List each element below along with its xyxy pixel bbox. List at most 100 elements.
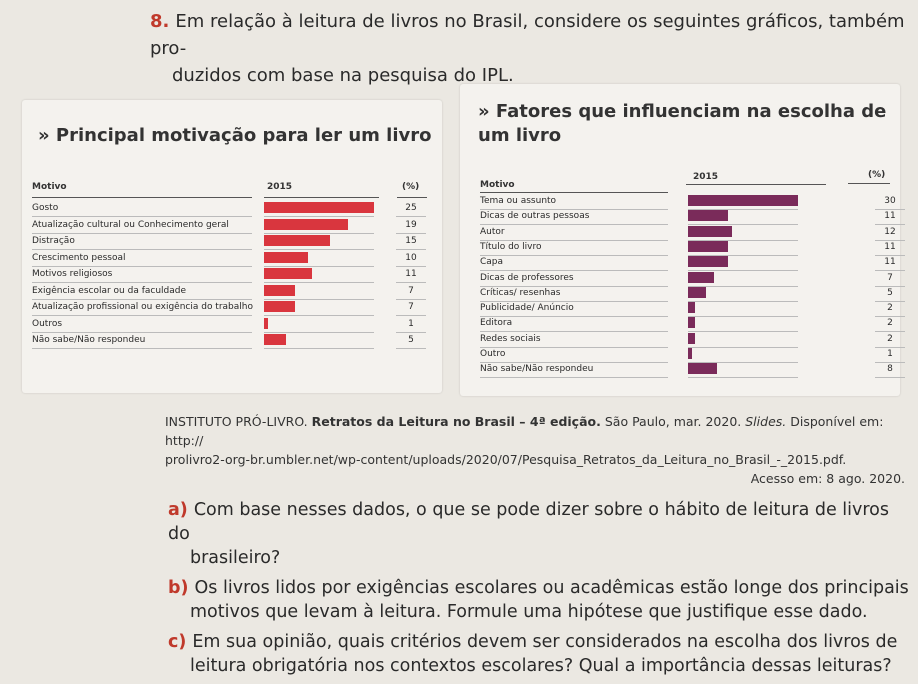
chart-motivation-header-motivo: Motivo xyxy=(32,182,67,192)
row-rule xyxy=(480,300,668,302)
row-rule xyxy=(875,270,905,272)
sub-question-letter: a) xyxy=(168,500,188,520)
chart-row: Não sabe/Não respondeu 5 xyxy=(32,332,432,349)
chart-factors-header-motivo: Motivo xyxy=(480,180,515,190)
chart-value-label: 2 xyxy=(887,303,893,314)
chart-row: Dicas de outras pessoas 11 xyxy=(480,208,905,226)
row-rule xyxy=(480,331,668,333)
chart-bar xyxy=(688,302,696,314)
chart-row: Tema ou assunto 30 xyxy=(480,193,905,210)
chart-row: Dicas de professores 7 xyxy=(480,270,905,287)
chart-row: Outro 1 xyxy=(480,346,905,363)
row-rule xyxy=(875,346,905,348)
chart-row: Exigência escolar ou da faculdade 7 xyxy=(32,283,432,300)
row-rule xyxy=(264,348,374,349)
row-rule xyxy=(264,216,374,217)
chart-category-label: Tema ou assunto xyxy=(480,196,557,206)
chart-bar xyxy=(264,334,286,345)
chart-value-label: 11 xyxy=(884,257,896,268)
sub-question-text-cont: motivos que levam à leitura. Formule uma… xyxy=(190,602,868,622)
chart-factors-header-rule xyxy=(480,192,668,193)
row-rule xyxy=(32,249,252,250)
citation: INSTITUTO PRÓ-LIVRO. Retratos da Leitura… xyxy=(165,412,905,488)
sub-question-letter: c) xyxy=(168,632,187,652)
chart-row: Título do livro 11 xyxy=(480,239,905,256)
chart-row: Motivos religiosos 11 xyxy=(32,266,432,283)
row-rule xyxy=(480,285,668,287)
chart-category-label: Motivos religiosos xyxy=(32,269,113,279)
row-rule xyxy=(480,239,668,241)
chart-row: Editora 2 xyxy=(480,315,905,333)
chart-value-label: 7 xyxy=(408,302,414,312)
row-rule xyxy=(688,300,798,302)
row-rule xyxy=(396,331,426,333)
chart-motivation-header-rule-3 xyxy=(397,197,427,198)
row-rule xyxy=(480,316,668,318)
chart-category-label: Outro xyxy=(480,349,506,359)
chart-category-label: Autor xyxy=(480,226,505,237)
row-rule xyxy=(480,209,668,210)
chart-value-label: 10 xyxy=(405,252,417,263)
row-rule xyxy=(688,346,798,348)
chart-category-label: Não sabe/Não respondeu xyxy=(480,364,594,375)
question-header: 8. Em relação à leitura de livros no Bras… xyxy=(150,8,910,89)
chart-value-label: 7 xyxy=(887,272,893,283)
chart-value-label: 8 xyxy=(887,364,893,375)
sub-question-c: c) Em sua opinião, quais critérios devem … xyxy=(168,630,910,678)
chart-bar xyxy=(264,202,374,213)
row-rule xyxy=(396,315,426,316)
citation-place: São Paulo, mar. 2020. xyxy=(604,414,742,429)
chart-bar xyxy=(264,251,308,263)
row-rule xyxy=(32,265,252,267)
chart-value-label: 12 xyxy=(884,226,896,237)
row-rule xyxy=(875,209,905,210)
row-rule xyxy=(875,239,905,241)
chart-bar xyxy=(688,332,696,344)
row-rule xyxy=(875,254,905,256)
row-rule xyxy=(396,216,426,217)
row-rule xyxy=(32,282,252,283)
row-rule xyxy=(688,224,798,226)
sub-question-text: Os livros lidos por exigências escolares… xyxy=(194,578,909,598)
row-rule xyxy=(688,254,798,256)
chart-category-label: Capa xyxy=(480,257,504,268)
citation-url: prolivro2-org-br.umbler.net/wp-content/u… xyxy=(165,452,847,467)
chart-bar xyxy=(264,268,313,279)
chart-motivation-header-year: 2015 xyxy=(267,182,293,192)
chart-factors-header-pct: (%) xyxy=(868,170,886,180)
chart-motivation-header-rule-2 xyxy=(264,197,379,198)
row-rule xyxy=(264,232,374,234)
question-line2: duzidos com base na pesquisa do IPL. xyxy=(172,65,514,86)
citation-access: Acesso em: 8 ago. 2020. xyxy=(750,471,905,486)
chart-value-label: 19 xyxy=(405,219,417,230)
sub-question-text: Com base nesses dados, o que se pode diz… xyxy=(168,500,890,544)
citation-title: Retratos da Leitura no Brasil – 4ª ediçã… xyxy=(311,414,601,429)
row-rule xyxy=(396,232,426,234)
chart-category-label: Críticas/ resenhas xyxy=(480,287,561,298)
chart-category-label: Título do livro xyxy=(480,241,542,252)
chart-row: Publicidade/ Anúncio 2 xyxy=(480,300,905,318)
chart-row: Redes sociais 2 xyxy=(480,331,905,348)
chart-row: Outros 1 xyxy=(32,316,432,333)
chart-value-label: 7 xyxy=(408,285,414,296)
chart-row: Capa 11 xyxy=(480,254,905,272)
row-rule xyxy=(32,216,252,217)
chart-factors-header-rule-3 xyxy=(848,183,890,184)
row-rule xyxy=(875,300,905,302)
chart-category-label: Editora xyxy=(480,318,513,329)
citation-slides: Slides. xyxy=(745,414,787,429)
row-rule xyxy=(264,298,374,300)
chart-value-label: 11 xyxy=(884,211,896,222)
row-rule xyxy=(396,249,426,250)
question-line1: Em relação à leitura de livros no Brasil… xyxy=(150,11,905,59)
chart-bar xyxy=(688,256,729,268)
row-rule xyxy=(688,285,798,287)
chart-row: Crescimento pessoal 10 xyxy=(32,250,432,267)
row-rule xyxy=(32,315,252,316)
row-rule xyxy=(688,209,798,210)
row-rule xyxy=(480,362,668,363)
chart-factors-title: » Fatores que influenciam na escolha de … xyxy=(478,101,887,146)
chart-row: Críticas/ resenhas 5 xyxy=(480,285,905,302)
chart-category-label: Crescimento pessoal xyxy=(32,252,126,263)
citation-avail: Disponível em: http:// xyxy=(165,414,884,448)
